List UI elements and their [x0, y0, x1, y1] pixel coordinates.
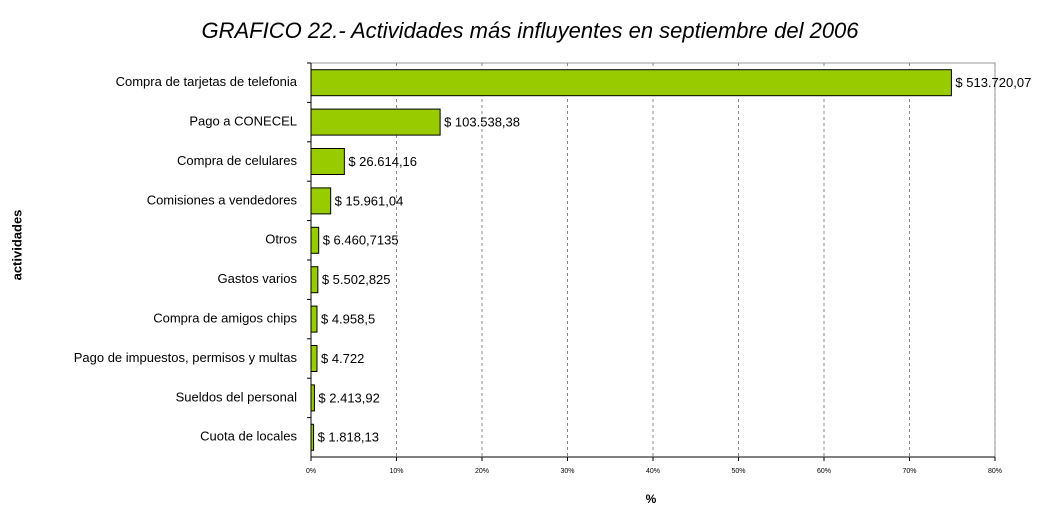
bar [310, 69, 952, 97]
bar [310, 345, 318, 372]
x-tick-label: 0% [306, 468, 316, 475]
y-tick-label: Comisiones a vendedores [147, 192, 298, 207]
x-tick-label: 10% [389, 468, 403, 475]
bar [310, 423, 315, 451]
bar [310, 266, 319, 294]
bar-label: $ 4.958,5 [321, 312, 375, 327]
bar-label: $ 6.460,7135 [323, 233, 399, 248]
y-tick-label: Gastos varios [218, 271, 298, 286]
x-tick-label: 70% [902, 468, 916, 475]
bar-label: $ 103.538,38 [444, 115, 520, 130]
bar-label: $ 2.413,92 [318, 390, 379, 405]
y-tick-label: Compra de tarjetas de telefonia [116, 74, 298, 89]
y-tick-label: Compra de celulares [177, 153, 297, 168]
bar [310, 148, 345, 175]
y-tick-label: Sueldos del personal [176, 389, 298, 404]
bar-label: $ 1.818,13 [318, 430, 379, 445]
y-tick-label: Pago de impuestos, permisos y multas [74, 350, 298, 365]
y-axis-label: actividades [9, 210, 24, 281]
x-tick-label: 50% [731, 468, 745, 475]
bar-label: $ 513.720,07 [955, 75, 1031, 90]
bar-label: $ 5.502,825 [322, 272, 391, 287]
x-tick-label: 20% [475, 468, 489, 475]
x-tick-label: 80% [988, 468, 1002, 475]
bar-label: $ 26.614,16 [348, 154, 417, 169]
bar [310, 108, 441, 136]
x-tick-label: 40% [646, 468, 660, 475]
chart-title: GRAFICO 22.- Actividades más influyentes… [201, 18, 859, 43]
y-tick-label: Pago a CONECEL [189, 114, 297, 129]
y-tick-label: Cuota de locales [200, 429, 297, 444]
x-tick-label: 60% [817, 468, 831, 475]
y-tick-label: Compra de amigos chips [153, 311, 297, 326]
bar [310, 187, 332, 215]
bar-label: $ 4.722 [321, 351, 364, 366]
bar [310, 384, 315, 412]
x-axis-label: % [646, 492, 657, 506]
bar-label: $ 15.961,04 [335, 193, 404, 208]
bar [310, 226, 320, 254]
x-tick-label: 30% [560, 468, 574, 475]
bar [310, 305, 318, 333]
y-tick-label: Otros [265, 232, 297, 247]
